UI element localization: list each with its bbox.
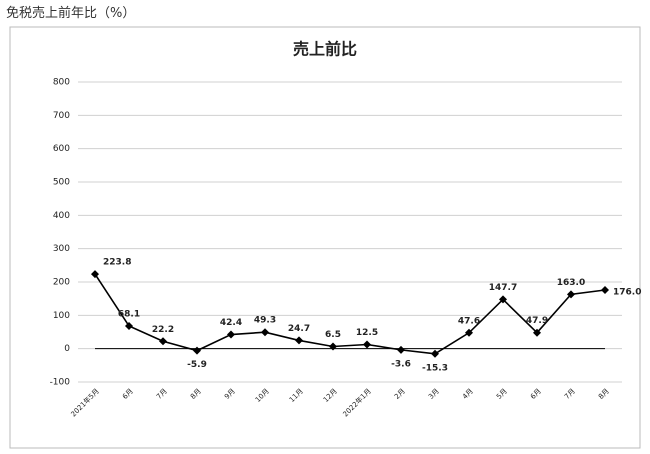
data-label: 223.8: [103, 258, 131, 268]
marker: [431, 349, 439, 358]
data-label: 49.3: [254, 316, 276, 326]
x-tick-label: 9月: [223, 387, 237, 401]
data-label: 12.5: [356, 328, 378, 338]
marker: [397, 345, 405, 354]
y-tick-label: 200: [53, 278, 70, 288]
marker: [363, 340, 371, 349]
x-tick-label: 12月: [322, 387, 339, 404]
data-label: 6.5: [325, 330, 341, 340]
y-tick-label: 700: [53, 111, 70, 121]
x-tick-label: 11月: [288, 387, 305, 404]
data-label: 42.4: [220, 318, 242, 328]
marker: [499, 295, 507, 304]
y-tick-label: -100: [50, 378, 71, 388]
marker: [601, 286, 609, 294]
data-label: 163.0: [557, 278, 585, 288]
marker: [125, 321, 133, 330]
x-tick-label: 10月: [254, 387, 271, 404]
x-tick-label: 2021年5月: [69, 386, 101, 418]
marker: [193, 346, 201, 355]
x-tick-label: 3月: [427, 387, 441, 401]
marker: [295, 336, 303, 345]
x-tick-label: 7月: [155, 387, 169, 401]
marker: [91, 270, 99, 279]
y-tick-label: 400: [53, 211, 70, 221]
data-label: 24.7: [288, 324, 310, 334]
page-heading: 免税売上前年比（%）: [6, 6, 136, 21]
marker: [159, 337, 167, 346]
marker: [261, 328, 269, 337]
x-tick-label: 7月: [563, 387, 577, 401]
x-tick-label: 8月: [189, 387, 203, 401]
data-label: 47.9: [526, 316, 548, 326]
x-tick-label: 2月: [393, 387, 407, 401]
y-tick-label: 500: [53, 178, 70, 188]
data-label: 176.0: [613, 288, 641, 298]
x-tick-label: 4月: [461, 387, 475, 401]
data-label: -15.3: [422, 363, 448, 373]
x-tick-label: 6月: [121, 387, 135, 401]
data-line: [94, 273, 606, 355]
y-tick-label: 0: [64, 344, 70, 354]
x-tick-label: 5月: [495, 387, 509, 401]
y-tick-label: 600: [53, 144, 70, 154]
chart-frame: [9, 26, 641, 449]
x-tick-label: 6月: [529, 387, 543, 401]
y-tick-label: 100: [53, 311, 70, 321]
marker: [227, 330, 235, 339]
data-label: 22.2: [152, 325, 174, 335]
marker: [567, 290, 575, 299]
y-tick-label: 800: [53, 78, 70, 88]
marker: [329, 342, 337, 351]
data-label: -3.6: [391, 359, 411, 369]
data-label: 47.6: [458, 316, 480, 326]
marker: [465, 328, 473, 337]
marker: [533, 328, 541, 337]
data-label: 147.7: [489, 283, 517, 293]
data-label: 68.1: [118, 309, 140, 319]
x-tick-label: 2022年1月: [341, 386, 373, 418]
data-label: -5.9: [187, 360, 207, 370]
x-tick-label: 8月: [597, 387, 611, 401]
y-tick-label: 300: [53, 244, 70, 254]
chart-title: 売上前比: [293, 40, 357, 59]
